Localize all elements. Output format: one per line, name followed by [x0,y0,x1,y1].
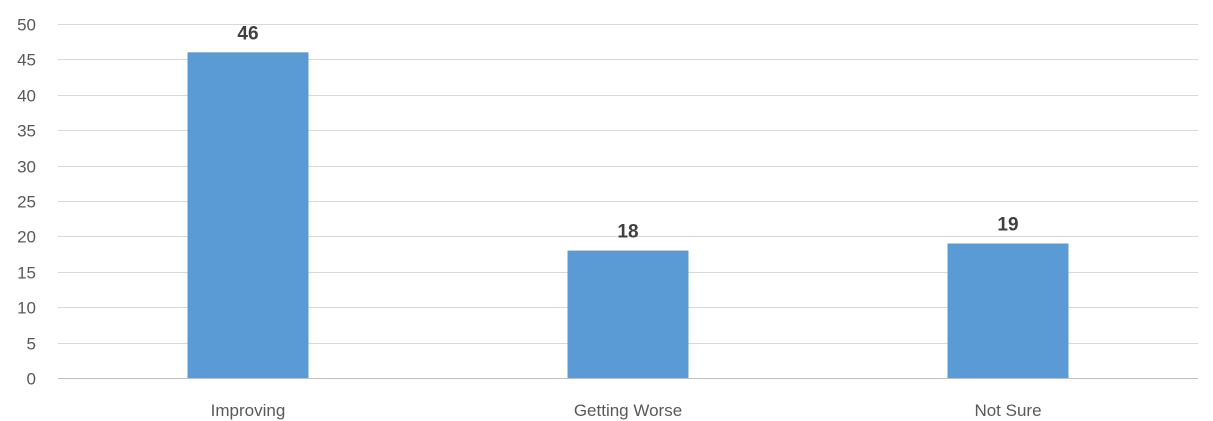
y-tick-label: 30 [17,158,36,177]
x-axis-ticks: Improving Getting Worse Not Sure [211,401,1042,420]
x-tick-label: Getting Worse [574,401,682,420]
y-tick-label: 10 [17,299,36,318]
bar-getting-worse [567,250,689,378]
bar-value-label: 18 [617,222,638,243]
y-tick-label: 20 [17,228,36,247]
y-tick-label: 40 [17,87,36,106]
y-tick-label: 35 [17,122,36,141]
bar-not-sure [947,243,1069,378]
bar-improving [187,52,309,378]
y-tick-label: 0 [27,370,36,389]
y-tick-label: 5 [27,335,36,354]
x-tick-label: Not Sure [974,401,1041,420]
x-tick-label: Improving [211,401,286,420]
data-labels: 46 18 19 [237,23,1018,242]
y-tick-label: 25 [17,193,36,212]
y-tick-label: 50 [17,16,36,35]
y-axis-ticks: 0 5 10 15 20 25 30 35 40 45 50 [17,16,36,389]
y-tick-label: 15 [17,264,36,283]
bar-value-label: 46 [237,23,258,44]
y-tick-label: 45 [17,51,36,70]
bars [187,52,1069,378]
bar-value-label: 19 [997,214,1018,235]
